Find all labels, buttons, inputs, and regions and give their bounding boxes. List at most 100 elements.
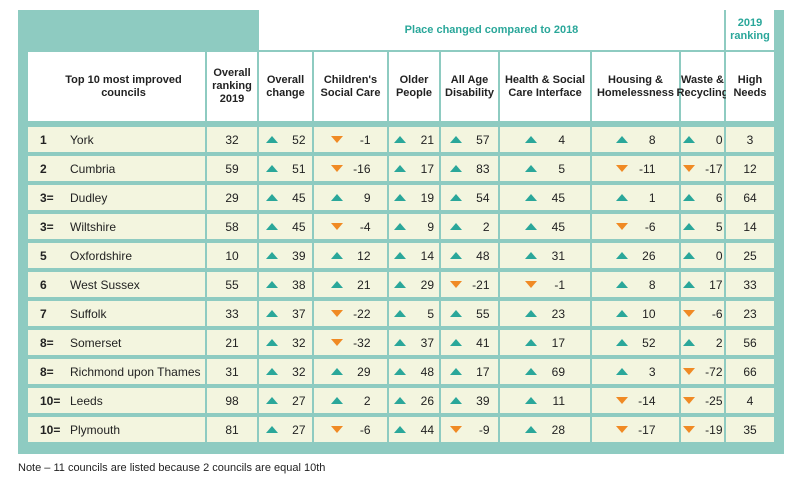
change-cell: -6 [314,417,387,442]
change-value: 14 [420,248,434,263]
up-triangle-icon [265,223,278,230]
change-value: 28 [551,422,565,437]
up-triangle-icon [265,426,278,433]
change-value: 5 [558,161,565,176]
change-cell: 51 [259,156,312,181]
change-value: 17 [476,364,490,379]
council-cell: 3= Wiltshire [28,214,205,239]
up-triangle-icon [449,165,462,172]
rank-label: 6 [40,277,47,292]
change-cell: 12 [314,243,387,268]
change-value: -22 [353,306,371,321]
footnote: Note – 11 councils are listed because 2 … [18,462,326,474]
council-cell: 3= Dudley [28,185,205,210]
header-childrens-social-care: Children's Social Care [314,52,387,121]
high-needs-cell: 4 [726,388,774,413]
up-triangle-icon [265,281,278,288]
change-value: 51 [292,161,306,176]
change-cell: 17 [441,359,498,384]
super-header-ranking: 2019 ranking [726,10,774,50]
change-value: 52 [642,335,656,350]
up-triangle-icon [449,252,462,259]
change-cell: 2 [681,330,724,355]
table-row: 5 Oxfordshire 10 39 12 14 48 31 26 0 25 [18,243,784,268]
up-triangle-icon [265,165,278,172]
change-value: -4 [359,219,371,234]
change-value: 39 [292,248,306,263]
change-value: 41 [476,335,490,350]
overall-ranking-cell: 21 [207,330,257,355]
up-triangle-icon [449,397,462,404]
change-cell: 26 [389,388,439,413]
up-triangle-icon [449,339,462,346]
council-name: Dudley [70,190,108,205]
change-cell: -72 [681,359,724,384]
council-name: Somerset [70,335,122,350]
header-housing: Housing & Homelessness [592,52,679,121]
change-cell: 41 [441,330,498,355]
up-triangle-icon [394,426,406,433]
change-cell: 2 [441,214,498,239]
rank-label: 2 [40,161,47,176]
overall-ranking-cell: 33 [207,301,257,326]
table-row: 2 Cumbria 59 51 -16 17 83 5 -11 -17 12 [18,156,784,181]
council-name: Cumbria [70,161,116,176]
down-triangle-icon [449,281,462,288]
change-cell: -17 [592,417,679,442]
rank-label: 7 [40,306,47,321]
council-name: Wiltshire [70,219,117,234]
change-value: -6 [644,219,656,234]
header-overall-change: Overall change [259,52,312,121]
up-triangle-icon [525,223,537,230]
up-triangle-icon [265,397,278,404]
council-cell: 7 Suffolk [28,301,205,326]
change-cell: 48 [389,359,439,384]
overall-ranking-cell: 10 [207,243,257,268]
change-cell: 11 [500,388,590,413]
high-needs-cell: 33 [726,272,774,297]
change-cell: 8 [592,127,679,152]
change-cell: 45 [500,214,590,239]
down-triangle-icon [330,136,343,143]
up-triangle-icon [615,252,628,259]
change-value: 3 [648,364,656,379]
change-cell: -17 [681,156,724,181]
header-older-people: Older People [389,52,439,121]
change-value: 4 [558,132,565,147]
rank-label: 1 [40,132,47,147]
change-cell: 32 [259,330,312,355]
up-triangle-icon [330,281,343,288]
change-cell: 45 [259,214,312,239]
change-cell: 39 [441,388,498,413]
up-triangle-icon [394,165,406,172]
change-cell: 6 [681,185,724,210]
change-value: 21 [357,277,371,292]
down-triangle-icon [330,165,343,172]
header-high-needs: High Needs [726,52,774,121]
up-triangle-icon [265,194,278,201]
up-triangle-icon [449,136,462,143]
change-cell: 3 [592,359,679,384]
up-triangle-icon [394,310,406,317]
change-cell: 32 [259,359,312,384]
change-value: 37 [420,335,434,350]
change-cell: 37 [389,330,439,355]
change-value: 26 [642,248,656,263]
up-triangle-icon [525,426,537,433]
up-triangle-icon [265,252,278,259]
high-needs-cell: 35 [726,417,774,442]
change-cell: 38 [259,272,312,297]
change-value: -9 [478,422,490,437]
change-cell: 45 [500,185,590,210]
high-needs-cell: 12 [726,156,774,181]
change-cell: 39 [259,243,312,268]
change-cell: 52 [259,127,312,152]
change-cell: 9 [314,185,387,210]
change-cell: 5 [500,156,590,181]
header-overall-ranking: Overall ranking 2019 [207,52,257,121]
up-triangle-icon [394,397,406,404]
change-cell: 10 [592,301,679,326]
table-row: 7 Suffolk 33 37 -22 5 55 23 10 -6 23 [18,301,784,326]
up-triangle-icon [330,397,343,404]
change-cell: 9 [389,214,439,239]
